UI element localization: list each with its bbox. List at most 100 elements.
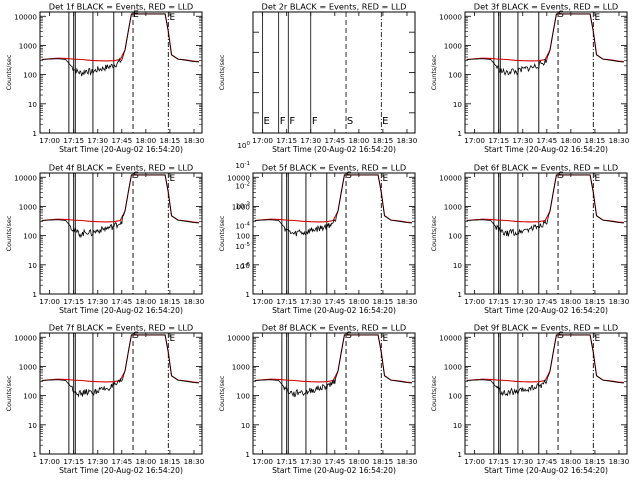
marker-label: E xyxy=(382,174,388,184)
marker-label: E xyxy=(382,334,388,344)
y-tick-label: 100 xyxy=(23,232,37,241)
x-tick-label: 17:00 xyxy=(252,457,273,466)
y-tick-label: 10000 xyxy=(14,173,37,182)
y-tick-label: 100 xyxy=(23,71,37,80)
x-tick-label: 17:45 xyxy=(111,297,132,306)
y-tick-label: 1000 xyxy=(19,41,38,50)
events-series-line xyxy=(466,334,624,397)
x-tick-label: 17:45 xyxy=(536,457,557,466)
marker-label: S xyxy=(346,171,352,181)
events-series-line xyxy=(466,13,624,76)
x-axis-label: Start Time (20-Aug-02 16:54:20) xyxy=(272,145,396,154)
y-tick-label: 10-6 xyxy=(235,262,250,271)
marker-label: S xyxy=(133,331,139,341)
x-tick-label: 18:30 xyxy=(397,297,418,306)
y-tick-label: 1000 xyxy=(444,202,463,211)
marker-label: S xyxy=(347,116,353,127)
x-tick-label: 18:00 xyxy=(349,297,370,306)
events-series-line xyxy=(254,174,412,237)
x-tick-label: 17:00 xyxy=(39,457,60,466)
y-axis-label: Counts/sec xyxy=(218,375,226,411)
panel-title: Det 5f BLACK = Events, RED = LLD xyxy=(262,163,406,173)
x-tick-label: 18:15 xyxy=(160,457,181,466)
plot-frame xyxy=(39,11,203,134)
lld-series-line xyxy=(466,174,624,224)
x-tick-label: 18:15 xyxy=(585,136,606,145)
x-tick-label: 18:30 xyxy=(609,136,630,145)
x-tick-label: 18:00 xyxy=(561,457,582,466)
y-tick-label: 10000 xyxy=(14,12,37,21)
x-tick-label: 17:00 xyxy=(39,297,60,306)
x-tick-label: 17:15 xyxy=(276,136,297,145)
y-tick-label: 1 xyxy=(457,450,462,459)
x-tick-label: 17:00 xyxy=(252,297,273,306)
x-tick-label: 18:00 xyxy=(561,136,582,145)
y-tick-label: 10000 xyxy=(227,333,250,342)
lld-series-line xyxy=(254,174,412,224)
x-tick-label: 18:00 xyxy=(349,457,370,466)
lld-series-line xyxy=(41,13,199,63)
marker-label: E xyxy=(594,13,600,23)
panel-det-2: Det 2r BLACK = Events, RED = LLD Counts/s… xyxy=(218,2,418,272)
x-tick-label: 18:15 xyxy=(373,297,394,306)
marker-label: S xyxy=(558,171,564,181)
x-tick-label: 17:45 xyxy=(111,136,132,145)
x-tick-label: 18:00 xyxy=(561,297,582,306)
marker-label: F xyxy=(280,116,286,127)
y-tick-label: 10000 xyxy=(439,173,462,182)
y-tick-label: 10-3 xyxy=(235,202,250,211)
panel-det-3: Det 3f BLACK = Events, RED = LLD Counts/s… xyxy=(430,2,630,155)
y-tick-label: 10 xyxy=(28,100,38,109)
y-axis-label: Counts/sec xyxy=(218,215,226,251)
plot-frame xyxy=(464,172,628,295)
y-tick-label: 1 xyxy=(457,129,462,138)
x-tick-label: 18:00 xyxy=(136,136,157,145)
y-tick-label: 10-4 xyxy=(235,222,250,231)
x-tick-label: 17:30 xyxy=(512,457,533,466)
x-tick-label: 18:15 xyxy=(373,136,394,145)
y-tick-label: 100 xyxy=(237,141,250,150)
x-axis-label: Start Time (20-Aug-02 16:54:20) xyxy=(59,145,183,154)
marker-label: F xyxy=(312,116,318,127)
events-series-line xyxy=(41,13,199,77)
y-axis-label: Counts/sec xyxy=(5,375,13,411)
x-tick-label: 17:00 xyxy=(252,136,273,145)
y-tick-label: 10 xyxy=(453,261,463,270)
plot-frame xyxy=(464,11,628,134)
lld-series-line xyxy=(466,13,624,63)
x-tick-label: 17:30 xyxy=(512,136,533,145)
marker-label: S xyxy=(346,331,352,341)
x-tick-label: 17:30 xyxy=(300,457,321,466)
lld-series-line xyxy=(254,334,412,384)
y-tick-label: 1 xyxy=(32,450,37,459)
panel-title: Det 2r BLACK = Events, RED = LLD xyxy=(262,2,407,12)
y-tick-label: 1000 xyxy=(19,362,38,371)
x-tick-label: 17:00 xyxy=(39,136,60,145)
y-tick-label: 10-1 xyxy=(235,161,250,170)
y-tick-label: 1000 xyxy=(232,202,251,211)
y-axis-label: Counts/sec xyxy=(5,54,13,90)
x-tick-label: 18:30 xyxy=(397,457,418,466)
plot-frame xyxy=(39,172,203,295)
plot-frame xyxy=(252,11,416,134)
panel-title: Det 8f BLACK = Events, RED = LLD xyxy=(262,323,406,333)
x-tick-label: 17:45 xyxy=(536,297,557,306)
x-tick-label: 18:30 xyxy=(184,457,205,466)
x-tick-label: 17:30 xyxy=(512,297,533,306)
x-tick-label: 18:30 xyxy=(609,297,630,306)
plot-frame xyxy=(39,332,203,455)
x-tick-label: 17:15 xyxy=(63,457,84,466)
x-tick-label: 17:45 xyxy=(324,136,345,145)
plot-frame xyxy=(252,332,416,455)
y-tick-label: 100 xyxy=(448,71,462,80)
x-tick-label: 17:15 xyxy=(488,297,509,306)
y-axis-label: Counts/sec xyxy=(430,375,438,411)
x-tick-label: 17:30 xyxy=(300,136,321,145)
y-tick-label: 10 xyxy=(28,421,38,430)
marker-label: E xyxy=(594,334,600,344)
x-tick-label: 18:15 xyxy=(373,457,394,466)
plot-frame xyxy=(464,332,628,455)
marker-label: E xyxy=(594,174,600,184)
x-tick-label: 18:30 xyxy=(609,457,630,466)
y-tick-label: 10 xyxy=(241,421,251,430)
